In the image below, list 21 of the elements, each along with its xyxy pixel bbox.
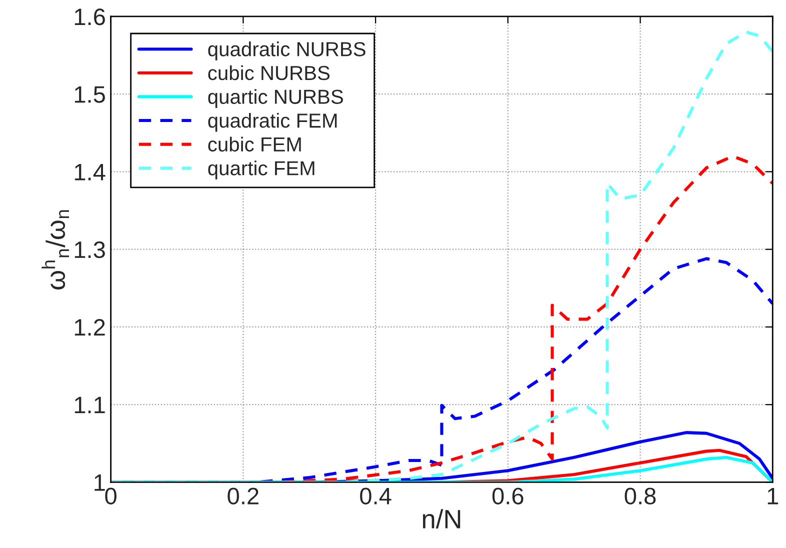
legend-label: quartic FEM: [208, 160, 314, 180]
x-tick-label: 0: [105, 488, 116, 504]
y-tick-label: 1.5: [74, 86, 105, 103]
x-tick-label: 0.8: [624, 488, 656, 504]
x-tick-label: 0.6: [492, 488, 524, 504]
y-tick-label: 1.2: [74, 319, 105, 336]
x-tick-label: 0.4: [360, 488, 392, 504]
y-tick-label: 1.4: [74, 164, 106, 180]
legend-label: cubic FEM: [208, 136, 301, 152]
x-tick-label: 0.2: [228, 488, 258, 504]
x-axis-title: n/N: [422, 509, 460, 528]
y-axis-title: ω$^{h}$$_{n}$/ω$_{n}$: [42, 210, 69, 290]
y-tick-label: 1.3: [74, 241, 105, 258]
legend-label: quadratic NURBS: [208, 42, 366, 60]
legend-label: quartic NURBS: [208, 89, 343, 108]
y-tick-label: 1.6: [74, 8, 105, 26]
x-tick-label: 1: [768, 488, 778, 504]
legend-label: cubic NURBS: [208, 65, 330, 80]
y-tick-label: 1.1: [74, 396, 105, 414]
legend-label: quadratic FEM: [208, 112, 337, 132]
y-tick-label: 1: [94, 474, 105, 491]
